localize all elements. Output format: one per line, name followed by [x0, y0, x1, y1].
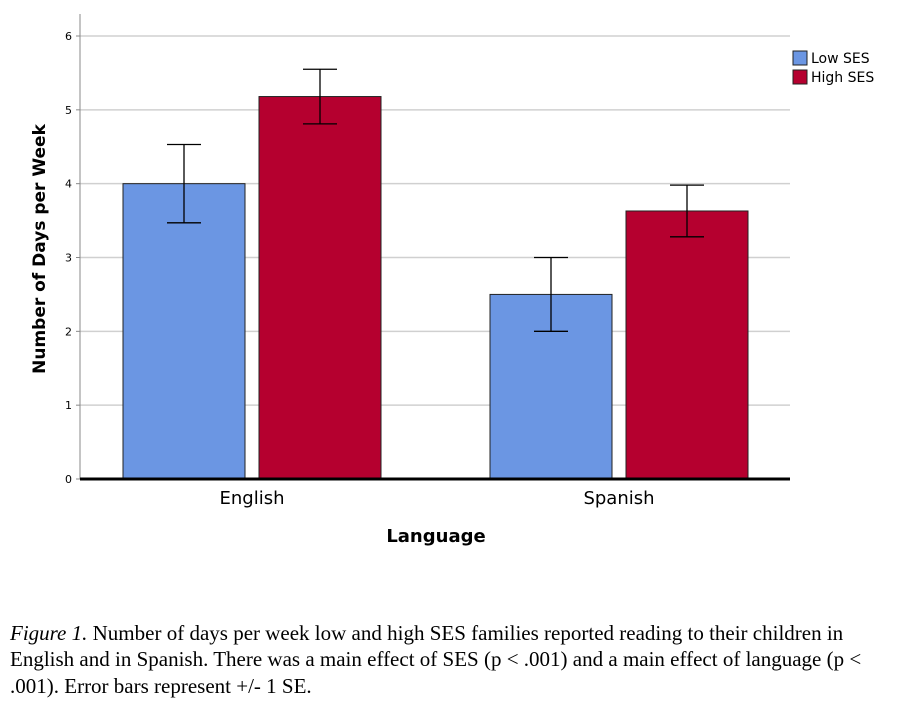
- x-tick-label: English: [220, 488, 285, 509]
- y-axis: 0 1 2 3 4 5 6: [65, 14, 81, 486]
- caption-text: Number of days per week low and high SES…: [10, 621, 862, 698]
- bar: [625, 210, 749, 480]
- y-tick-label: 5: [65, 104, 72, 117]
- x-axis-title: Language: [386, 526, 485, 547]
- y-tick-label: 6: [65, 30, 72, 43]
- legend-label: Low SES: [811, 51, 870, 67]
- x-tick-label: Spanish: [583, 488, 654, 509]
- legend-swatch: [792, 69, 808, 85]
- y-tick-label: 4: [65, 178, 72, 191]
- bar: [258, 96, 382, 480]
- bar: [122, 183, 246, 480]
- caption-label: Figure 1.: [10, 621, 88, 645]
- y-axis-title: Number of Days per Week: [30, 123, 50, 373]
- x-axis: English Spanish: [80, 477, 790, 509]
- error-bars: [167, 68, 704, 332]
- y-tick-label: 1: [65, 399, 72, 412]
- bars: [122, 96, 749, 480]
- y-tick-label: 0: [65, 473, 72, 486]
- y-tick-label: 3: [65, 252, 72, 265]
- legend-swatch: [792, 50, 808, 66]
- figure-caption: Figure 1. Number of days per week low an…: [10, 620, 900, 699]
- y-tick-label: 2: [65, 325, 72, 338]
- legend: Low SES High SES: [792, 50, 874, 86]
- legend-label: High SES: [811, 70, 874, 86]
- bar-chart: 0 1 2 3 4 5 6 English Spanish Low SES High SES N…: [30, 14, 874, 547]
